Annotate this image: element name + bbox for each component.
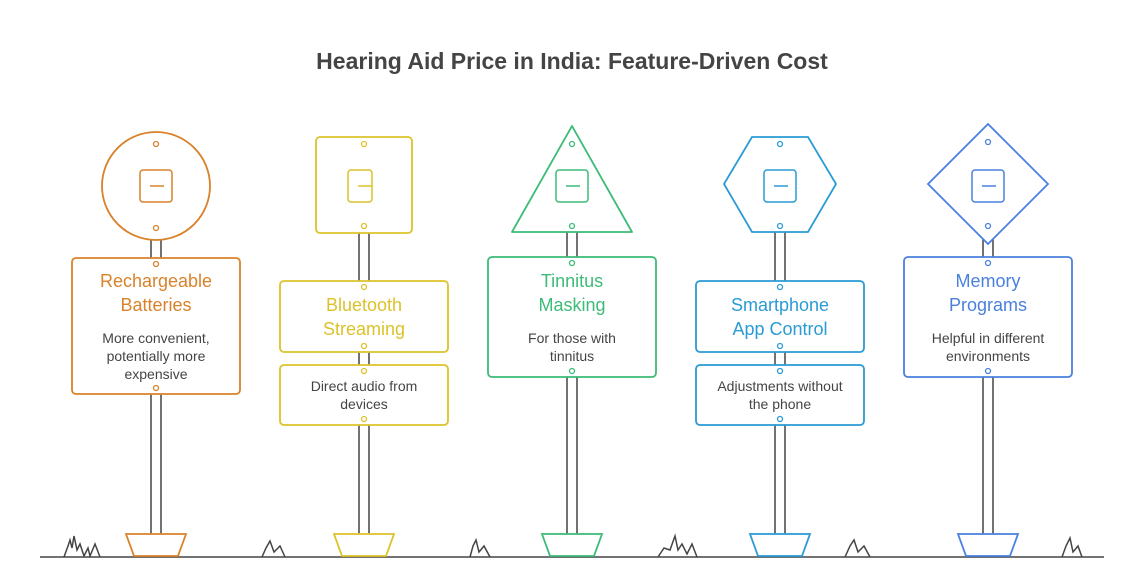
connector-dot <box>568 140 576 148</box>
connector-dot <box>568 367 576 375</box>
connector-dot <box>360 367 368 375</box>
connector-dot <box>984 222 992 230</box>
connector-dot <box>360 140 368 148</box>
connector-dot <box>152 260 160 268</box>
connector-dot <box>984 367 992 375</box>
connector-dot <box>568 222 576 230</box>
sign-shape <box>926 122 1050 246</box>
connector-dot <box>984 259 992 267</box>
description-box <box>279 364 449 426</box>
icon <box>555 169 589 203</box>
sign-title: Tinnitus Masking <box>538 271 606 315</box>
ground <box>40 533 1104 559</box>
icon <box>763 169 797 203</box>
connector-dot <box>776 283 784 291</box>
sign-description: Helpful in different environments <box>931 330 1045 364</box>
icon <box>971 169 1005 203</box>
connector-dot <box>360 283 368 291</box>
sign-description: More convenient, potentially more expens… <box>102 330 210 382</box>
post-base <box>540 533 604 557</box>
sign-title: Bluetooth Streaming <box>322 295 406 339</box>
sign-box <box>71 257 241 395</box>
sign-title: Memory Programs <box>948 271 1028 315</box>
connector-dot <box>776 415 784 423</box>
sign-description: Direct audio from devices <box>310 378 418 412</box>
sign-shape <box>315 136 413 234</box>
sign-box <box>903 256 1073 378</box>
connector-dot <box>360 342 368 350</box>
title-box <box>695 280 865 353</box>
connector-dot <box>568 259 576 267</box>
connector-dot <box>152 224 160 232</box>
connector-dot <box>776 342 784 350</box>
title: Hearing Aid Price in India: Feature-Driv… <box>316 48 828 74</box>
connector-dot <box>776 222 784 230</box>
icon <box>139 169 173 203</box>
sign-shape <box>511 125 633 233</box>
sign-description: For those with tinnitus <box>528 330 616 364</box>
sign-title: Rechargeable Batteries <box>99 271 213 315</box>
post-base <box>748 533 812 557</box>
connector-dot <box>360 415 368 423</box>
title-box <box>279 280 449 353</box>
connector-dot <box>776 367 784 375</box>
post-base <box>124 533 188 557</box>
connector-dot <box>152 140 160 148</box>
connector-dot <box>360 222 368 230</box>
connector-dot <box>152 384 160 392</box>
sign-title: Smartphone App Control <box>730 295 830 339</box>
sign-shape <box>722 136 838 233</box>
connector-dot <box>984 138 992 146</box>
sign-description: Adjustments without the phone <box>717 378 843 412</box>
connector-dot <box>776 140 784 148</box>
description-box <box>695 364 865 426</box>
post-base <box>332 533 396 557</box>
post-base <box>956 533 1020 557</box>
sign-box <box>487 256 657 378</box>
